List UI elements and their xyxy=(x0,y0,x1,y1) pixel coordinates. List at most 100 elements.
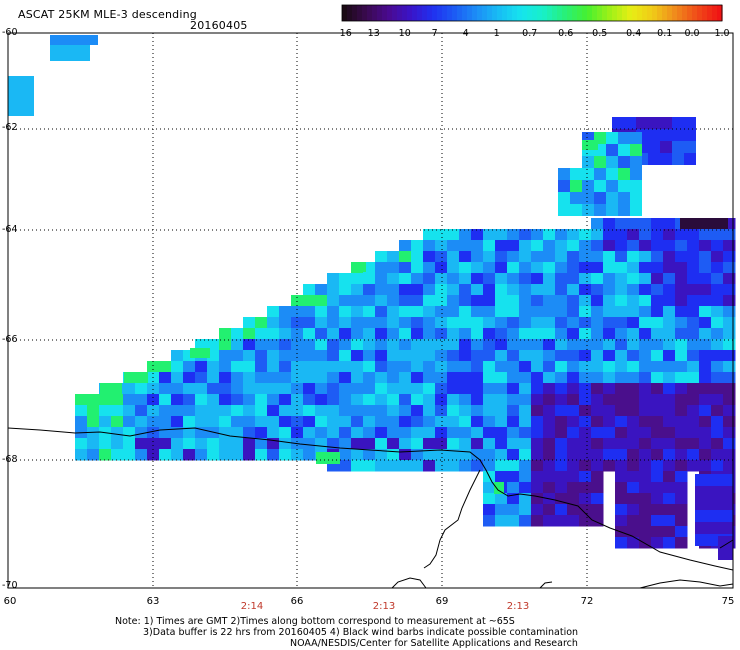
swath-cell xyxy=(582,180,594,192)
swath-cell xyxy=(135,394,148,406)
colorbar-swatch xyxy=(667,5,673,21)
footer-note-2: 3)Data buffer is 22 hrs from 20160405 4)… xyxy=(143,627,579,638)
swath-cell xyxy=(195,427,208,439)
swath-cell xyxy=(375,295,388,307)
colorbar-swatch xyxy=(712,5,718,21)
swath-cell xyxy=(447,449,460,461)
swath-cell xyxy=(483,394,496,406)
swath-cell xyxy=(615,515,628,527)
swath-cell xyxy=(555,416,568,428)
swath-cell xyxy=(303,284,316,296)
swath-cell xyxy=(159,383,172,395)
swath-cell xyxy=(603,372,616,384)
swath-cell xyxy=(555,295,568,307)
swath-cell xyxy=(687,306,700,318)
colorbar-swatch xyxy=(442,5,448,21)
swath-cell xyxy=(663,317,676,329)
swath-cell xyxy=(459,449,472,461)
swath-cell xyxy=(711,339,724,351)
swath-cell xyxy=(663,328,676,340)
colorbar-swatch xyxy=(587,5,593,21)
swath-cell xyxy=(87,449,100,461)
swath-cell xyxy=(423,284,436,296)
swath-cell xyxy=(159,438,172,450)
swath-cell xyxy=(579,295,592,307)
swath-cell xyxy=(615,251,628,263)
swath-cell xyxy=(399,361,412,373)
swath-cell xyxy=(459,405,472,417)
swath-cell xyxy=(195,416,208,428)
swath-cell xyxy=(675,273,688,285)
swath-cell xyxy=(495,504,508,516)
swath-cell xyxy=(716,218,728,229)
swath-cell xyxy=(231,416,244,428)
swath-cell xyxy=(615,405,628,417)
swath-cell xyxy=(483,229,496,241)
swath-cell xyxy=(279,372,292,384)
swath-cell xyxy=(615,394,628,406)
swath-cell xyxy=(411,427,424,439)
swath-cell xyxy=(279,350,292,362)
swath-cell xyxy=(579,350,592,362)
swath-cell xyxy=(315,383,328,395)
swath-cell xyxy=(411,438,424,450)
swath-cell xyxy=(351,295,364,307)
swath-cell xyxy=(723,295,736,307)
swath-cell xyxy=(315,328,328,340)
swath-cell xyxy=(519,471,532,483)
swath-cell xyxy=(591,449,604,461)
swath-cell xyxy=(699,416,712,428)
swath-cell xyxy=(531,306,544,318)
swath-cell xyxy=(207,438,220,450)
swath-cell xyxy=(471,394,484,406)
swath-cell xyxy=(399,262,412,274)
swath-cell xyxy=(687,427,700,439)
swath-cell xyxy=(363,339,376,351)
swath-cell xyxy=(195,449,208,461)
swath-cell xyxy=(231,383,244,395)
swath-cell xyxy=(435,438,448,450)
swath-cell xyxy=(327,416,340,428)
swath-cell xyxy=(687,394,700,406)
swath-cell xyxy=(327,405,340,417)
swath-cell xyxy=(483,284,496,296)
swath-cell xyxy=(663,383,676,395)
swath-cell xyxy=(471,229,484,241)
swath-cell xyxy=(627,449,640,461)
swath-cell xyxy=(507,383,520,395)
swath-cell xyxy=(579,240,592,252)
swath-cell xyxy=(471,427,484,439)
swath-cell xyxy=(555,328,568,340)
swath-cell xyxy=(399,306,412,318)
swath-cell xyxy=(267,394,280,406)
swath-cell xyxy=(567,460,580,472)
swath-cell xyxy=(543,317,556,329)
swath-cell xyxy=(75,416,88,428)
swath-cell xyxy=(711,416,724,428)
lon-label: 75 xyxy=(721,596,735,607)
swath-cell xyxy=(447,317,460,329)
swath-cell xyxy=(684,153,696,165)
swath-cell xyxy=(279,317,292,329)
swath-cell xyxy=(543,273,556,285)
swath-cell xyxy=(606,132,618,144)
swath-cell xyxy=(663,306,676,318)
swath-cell xyxy=(648,141,660,153)
swath-cell xyxy=(591,339,604,351)
swath-cell xyxy=(687,438,700,450)
swath-cell xyxy=(519,372,532,384)
swath-cell xyxy=(582,140,598,150)
swath-cell xyxy=(231,427,244,439)
swath-cell xyxy=(723,339,736,351)
swath-cell xyxy=(483,427,496,439)
swath-cell xyxy=(627,229,640,241)
swath-cell xyxy=(423,416,436,428)
swath-cell xyxy=(351,460,364,472)
swath-cell xyxy=(687,251,700,263)
swath-cell xyxy=(195,383,208,395)
swath-cell xyxy=(495,229,508,241)
swath-cell xyxy=(627,515,640,527)
swath-cell xyxy=(507,460,520,472)
swath-cell xyxy=(483,350,496,362)
swath-cell xyxy=(219,361,232,373)
